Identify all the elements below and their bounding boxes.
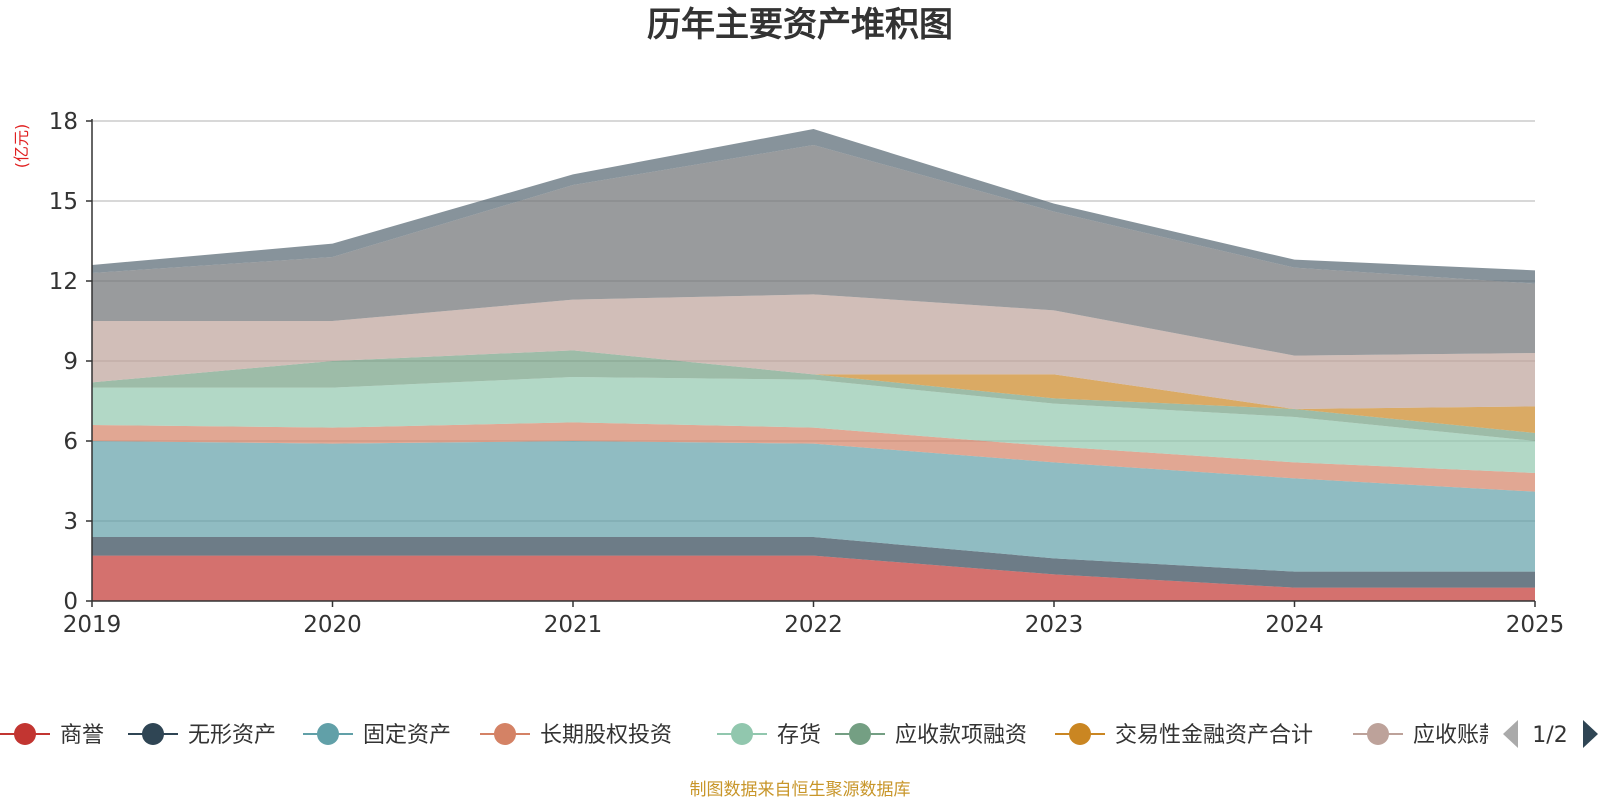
y-tick-label: 15 <box>49 189 78 215</box>
y-tick-label: 12 <box>49 269 78 295</box>
legend-item[interactable]: 存货 <box>717 723 821 748</box>
stacked-areas <box>92 129 1535 601</box>
legend-item[interactable]: 应收款项融资 <box>835 723 1027 748</box>
y-tick-label: 9 <box>63 349 78 375</box>
legend-prev-icon[interactable] <box>1503 720 1518 748</box>
area-series-4 <box>92 377 1535 473</box>
legend-label: 长期股权投资 <box>540 723 672 748</box>
area-series-7 <box>92 294 1535 409</box>
legend: 商誉 无形资产 固定资产 长期股权投资 存货 应收款项融资 交易性金融资产合计 应收账款 <box>0 723 1501 748</box>
area-series-5 <box>92 350 1535 441</box>
x-tick-label: 2022 <box>784 612 843 638</box>
legend-next-icon[interactable] <box>1583 720 1598 748</box>
legend-label: 应收款项融资 <box>895 723 1027 748</box>
legend-label: 交易性金融资产合计 <box>1115 723 1313 748</box>
x-tick-label: 2020 <box>303 612 362 638</box>
y-unit-label: (亿元) <box>12 124 31 169</box>
legend-item[interactable]: 商誉 <box>0 723 104 748</box>
area-series-3 <box>92 422 1535 492</box>
y-tick-label: 0 <box>63 589 78 615</box>
x-tick-label: 2019 <box>63 612 122 638</box>
axes: 0 3 6 9 12 15 18 2019 2020 2021 2022 2023 2024 2025 <box>49 109 1565 638</box>
legend-label: 应收账款 <box>1413 723 1501 748</box>
legend-label: 存货 <box>777 723 821 748</box>
legend-item[interactable]: 固定资产 <box>303 723 451 748</box>
legend-page-indicator: 1/2 <box>1532 723 1567 748</box>
x-tick-label: 2023 <box>1025 612 1084 638</box>
legend-item[interactable]: 交易性金融资产合计 <box>1055 723 1313 748</box>
legend-item[interactable]: 应收账款 <box>1353 723 1501 748</box>
area-series-9 <box>92 129 1535 284</box>
y-tick-label: 18 <box>49 109 78 135</box>
legend-label: 商誉 <box>60 723 104 748</box>
legend-marker-icon <box>849 723 871 745</box>
legend-marker-icon <box>1367 723 1389 745</box>
x-tick-label: 2024 <box>1265 612 1324 638</box>
legend-label: 无形资产 <box>188 723 276 748</box>
legend-pager: 1/2 <box>1503 720 1598 748</box>
legend-label: 固定资产 <box>363 723 451 748</box>
x-tick-label: 2025 <box>1506 612 1565 638</box>
legend-marker-icon <box>1069 723 1091 745</box>
legend-item[interactable]: 长期股权投资 <box>480 723 672 748</box>
legend-marker-icon <box>317 723 339 745</box>
chart-title: 历年主要资产堆积图 <box>647 5 953 45</box>
legend-item[interactable]: 无形资产 <box>128 723 276 748</box>
legend-marker-icon <box>494 723 516 745</box>
legend-marker-icon <box>14 723 36 745</box>
source-note: 制图数据来自恒生聚源数据库 <box>690 780 911 800</box>
y-tick-label: 3 <box>63 509 78 535</box>
area-series-1 <box>92 537 1535 588</box>
y-tick-label: 6 <box>63 429 78 455</box>
legend-marker-icon <box>142 723 164 745</box>
area-series-0 <box>92 555 1535 601</box>
area-series-8 <box>92 145 1535 356</box>
legend-marker-icon <box>731 723 753 745</box>
x-tick-label: 2021 <box>544 612 603 638</box>
area-series-2 <box>92 441 1535 572</box>
